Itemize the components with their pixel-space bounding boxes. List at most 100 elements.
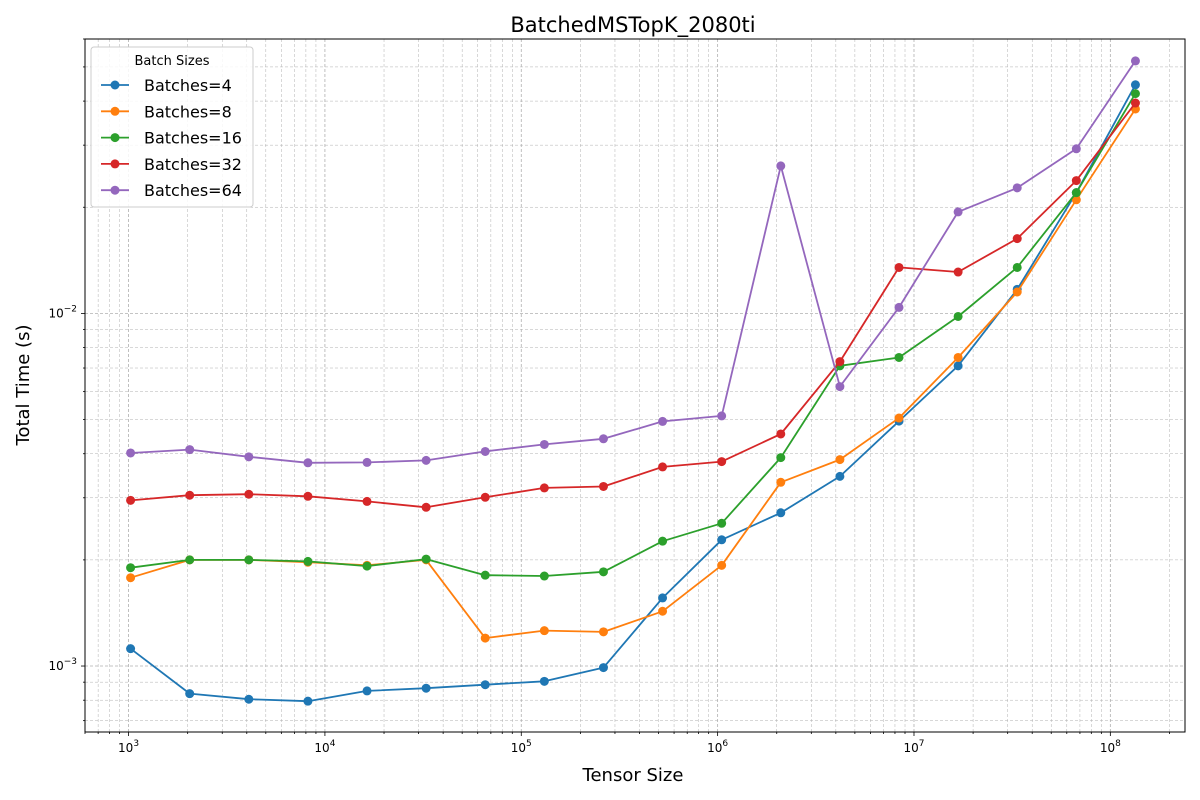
legend-swatch-marker [110,133,120,143]
data-point [421,455,431,465]
data-point [126,448,136,458]
x-axis: 103 104 105 106 107 108 [84,732,1170,755]
data-point [126,573,136,583]
data-point [835,382,845,392]
series-line [130,93,1137,577]
data-point [185,490,195,500]
data-point [776,161,786,171]
y-tick-label: 10−2 [48,304,77,320]
data-point [894,413,904,423]
data-point [1130,56,1140,66]
data-point [1071,195,1081,205]
series-line [130,84,1137,703]
plot-area-frame [84,38,1186,733]
data-point [717,535,727,545]
x-tick-label: 106 [707,739,728,755]
data-point [539,676,549,686]
data-point [362,457,372,467]
x-axis-label: Tensor Size [582,765,684,786]
data-point [303,458,313,468]
data-point [126,644,136,654]
data-point [185,555,195,565]
data-point [480,570,490,580]
data-point [539,483,549,493]
data-point [776,429,786,439]
data-point [953,352,963,362]
legend-label: Batches=32 [144,155,242,174]
series-5 [126,56,1140,468]
data-point [480,680,490,690]
data-point [539,626,549,636]
series-line [130,60,1137,464]
data-point [717,411,727,421]
data-point [953,267,963,277]
data-point [1130,80,1140,90]
series-4 [126,98,1140,512]
data-point [1012,287,1022,297]
data-point [953,207,963,217]
data-point [717,560,727,570]
data-point [776,508,786,518]
series-layer [126,56,1140,706]
legend-entry: Batches=8 [101,102,232,121]
legend-entry: Batches=32 [101,155,242,174]
data-point [185,689,195,699]
x-tick-label: 108 [1100,739,1121,755]
data-point [717,518,727,528]
data-point [185,445,195,455]
legend-frame [90,46,254,208]
data-point [598,567,608,577]
legend-title: Batch Sizes [135,54,210,69]
data-point [244,555,254,565]
legend: Batch Sizes Batches=4 Batches=8 Batches=16… [90,46,254,208]
data-point [480,446,490,456]
data-point [598,481,608,491]
data-point [126,495,136,505]
data-point [244,489,254,499]
data-point [362,561,372,571]
x-tick-label: 107 [903,739,924,755]
data-point [835,471,845,481]
chart-title: BatchedMSTopK_2080ti [510,13,755,38]
y-axis: 10−3 10−2 [48,38,85,722]
legend-label: Batches=16 [144,129,242,148]
data-point [894,262,904,272]
data-point [244,452,254,462]
data-point [1071,144,1081,154]
data-point [658,462,668,472]
data-point [362,686,372,696]
series-line [130,102,1137,509]
legend-label: Batches=64 [144,181,242,200]
data-point [421,554,431,564]
legend-swatch-marker [110,159,120,169]
data-point [539,439,549,449]
data-point [835,455,845,465]
legend-entries: Batches=4 Batches=8 Batches=16 Batches=32 Ba… [101,76,242,200]
data-point [776,453,786,463]
data-point [539,571,549,581]
y-tick-label: 10−3 [48,657,77,673]
data-point [658,416,668,426]
data-point [894,302,904,312]
data-point [1130,89,1140,99]
data-point [894,352,904,362]
data-point [244,694,254,704]
data-point [1071,188,1081,198]
legend-entry: Batches=4 [101,76,232,95]
data-point [421,683,431,693]
data-point [776,477,786,487]
data-point [953,361,963,371]
data-point [480,633,490,643]
data-point [1012,262,1022,272]
data-point [480,492,490,502]
legend-swatch-marker [110,106,120,116]
data-point [126,563,136,573]
data-point [658,593,668,603]
data-point [1012,234,1022,244]
series-3 [126,89,1140,581]
data-point [1012,183,1022,193]
data-point [835,357,845,367]
data-point [953,311,963,321]
legend-label: Batches=4 [144,76,232,95]
